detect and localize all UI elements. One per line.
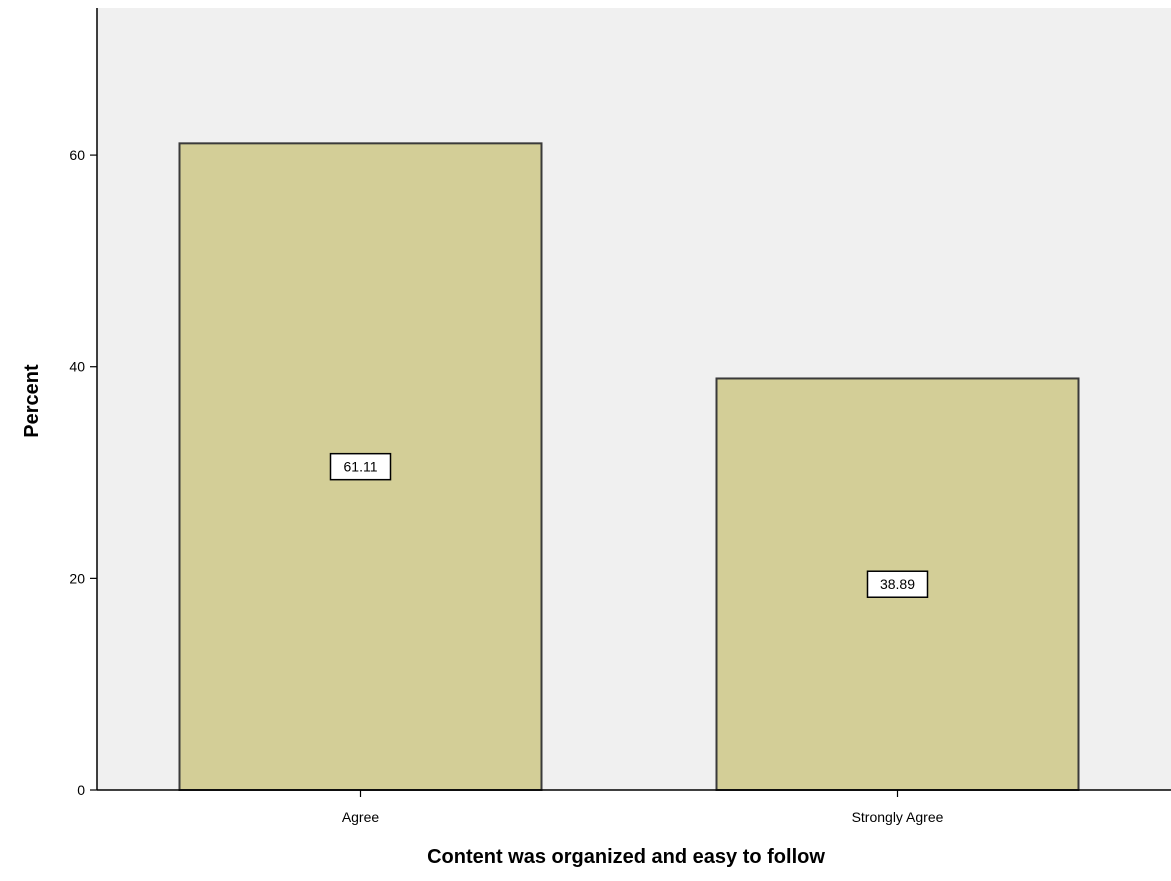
x-tick-label: Strongly Agree: [852, 809, 944, 825]
y-axis-title: Percent: [21, 364, 43, 438]
data-labels: 61.11 38.89: [329, 452, 929, 598]
data-label-box: [329, 452, 392, 481]
x-tick-label: Agree: [342, 809, 380, 825]
y-tick-label: 20: [69, 570, 85, 586]
y-tick-label: 0: [77, 782, 85, 798]
data-label-box: [866, 570, 929, 598]
data-label: 38.89: [880, 576, 915, 592]
y-tick-label: 60: [69, 147, 85, 163]
y-axis-ticks: 0 20 40 60: [69, 147, 97, 798]
y-tick-label: 40: [69, 359, 85, 375]
data-label: 61.11: [344, 459, 378, 475]
x-axis-title: Content was organized and easy to follow: [427, 846, 825, 868]
x-axis-ticks: Agree Strongly Agree: [342, 790, 944, 825]
